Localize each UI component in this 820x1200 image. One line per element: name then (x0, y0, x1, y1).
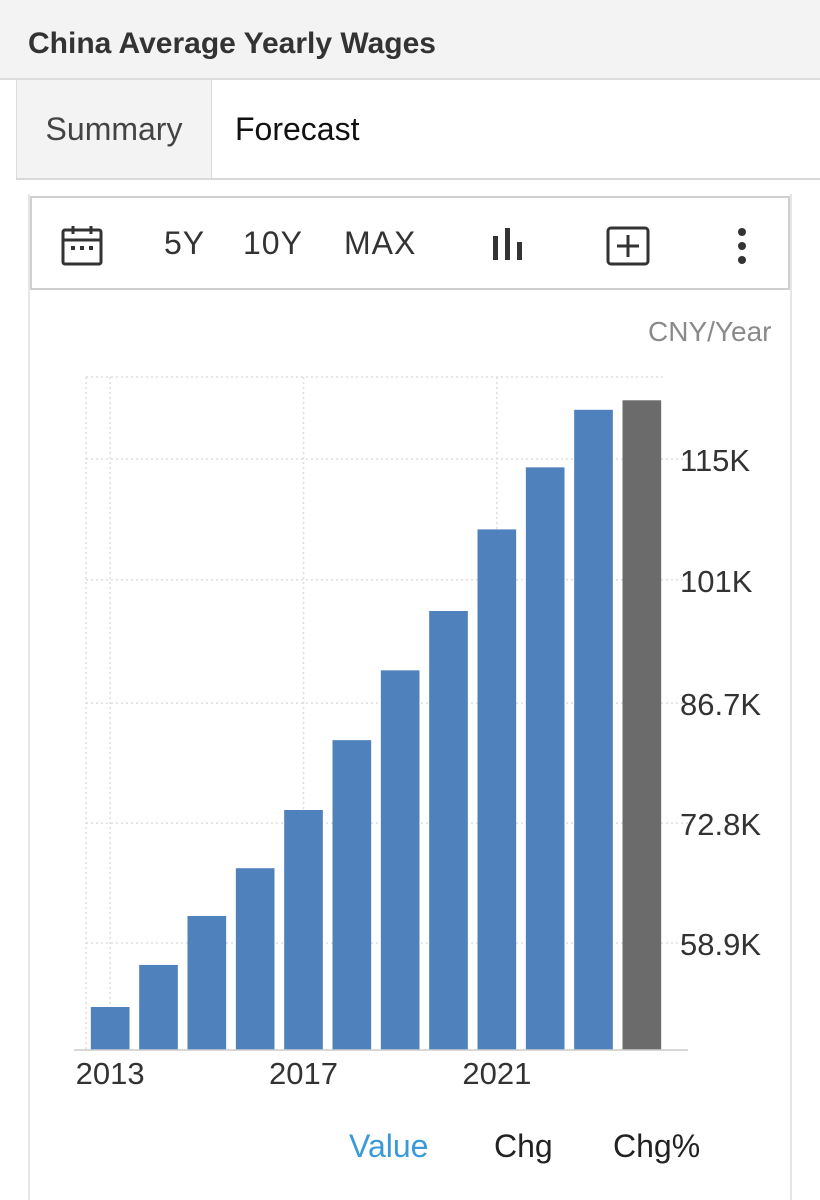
tab-forecast[interactable]: Forecast (235, 111, 360, 147)
y-tick-label: 72.8K (680, 807, 761, 842)
chart-bar (187, 916, 227, 1050)
chart-bar (139, 964, 178, 1050)
page-title: China Average Yearly Wages (28, 27, 436, 60)
range-max-button[interactable]: MAX (344, 225, 417, 261)
chart-panel (28, 194, 792, 1200)
more-options-icon[interactable] (734, 226, 750, 271)
chart-bar (429, 611, 468, 1050)
y-tick-label: 115K (680, 443, 750, 478)
chart-bar (332, 740, 372, 1050)
tab-bar: Summary Forecast (16, 80, 820, 180)
chart-bar (477, 529, 517, 1050)
chart-toolbar: 5Y 10Y MAX (30, 196, 790, 290)
x-tick-label: 2017 (269, 1056, 338, 1091)
chart-bar (574, 409, 613, 1050)
chart-bar (90, 1007, 130, 1050)
legend-value[interactable]: Value (349, 1128, 429, 1164)
x-tick-label: 2013 (76, 1056, 145, 1091)
x-tick-label: 2021 (462, 1056, 531, 1091)
y-tick-label: 86.7K (680, 687, 761, 722)
chart-bar (284, 809, 323, 1050)
unit-label: CNY/Year (648, 316, 772, 347)
calendar-icon[interactable] (60, 224, 104, 273)
range-10y-button[interactable]: 10Y (243, 225, 303, 261)
chart-bar (235, 868, 275, 1050)
legend-chg[interactable]: Chg (494, 1128, 553, 1164)
plus-box-icon[interactable] (606, 226, 650, 271)
chart-bar (380, 670, 420, 1050)
legend-chg-pct[interactable]: Chg% (613, 1128, 701, 1164)
header-bar: China Average Yearly Wages (0, 0, 820, 80)
chart-bar (525, 467, 565, 1050)
range-5y-button[interactable]: 5Y (164, 225, 206, 261)
forecast-bar (622, 400, 662, 1050)
y-tick-label: 58.9K (680, 927, 761, 962)
y-tick-label: 101K (680, 564, 753, 599)
bar-chart-icon[interactable] (490, 226, 526, 267)
tab-summary[interactable]: Summary (16, 80, 212, 178)
